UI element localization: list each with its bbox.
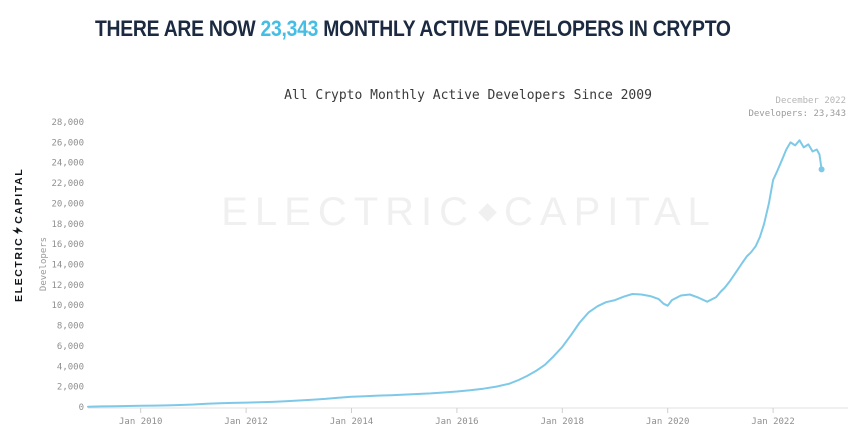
latest-value-dot <box>818 166 825 173</box>
y-tick-label: 24,000 <box>51 159 84 169</box>
headline-suffix: MONTHLY ACTIVE DEVELOPERS IN CRYPTO <box>318 16 731 41</box>
headline-prefix: THERE ARE NOW <box>95 16 261 41</box>
electric-capital-logo: ELECTRIC CAPITAL <box>12 168 26 302</box>
y-axis-title: Developers <box>39 237 49 291</box>
y-tick-label: 18,000 <box>51 220 84 230</box>
y-tick-label: 0 <box>79 403 84 413</box>
watermark-word-2: CAPITAL <box>504 190 717 234</box>
y-tick-label: 28,000 <box>51 118 84 128</box>
y-tick-label: 6,000 <box>57 342 84 352</box>
x-tick-label: Jan 2016 <box>435 417 478 427</box>
annotation-value: Developers: 23,343 <box>748 109 846 119</box>
y-tick-label: 10,000 <box>51 301 84 311</box>
x-tick-label: Jan 2010 <box>119 417 162 427</box>
x-tick-label: Jan 2012 <box>224 417 267 427</box>
x-tick-label: Jan 2018 <box>541 417 584 427</box>
annotation: December 2022 Developers: 23,343 <box>748 95 846 121</box>
brand-word-1: ELECTRIC <box>13 236 25 302</box>
developers-line-series <box>87 139 823 408</box>
headline-count: 23,343 <box>260 16 319 41</box>
y-tick-label: 16,000 <box>51 240 84 250</box>
lightning-bolt-icon <box>12 226 26 234</box>
watermark-word-1: ELECTRIC <box>221 190 476 234</box>
brand-word-2: CAPITAL <box>13 167 25 224</box>
annotation-date: December 2022 <box>775 96 846 106</box>
x-tick-label: Jan 2020 <box>646 417 689 427</box>
chart-title: All Crypto Monthly Active Developers Sin… <box>284 88 652 103</box>
y-tick-label: 2,000 <box>57 383 84 393</box>
y-tick-label: 8,000 <box>57 322 84 332</box>
x-tick-label: Jan 2022 <box>751 417 794 427</box>
watermark: ELECTRIC CAPITAL <box>88 190 850 235</box>
y-tick-label: 14,000 <box>51 261 84 271</box>
page-title: THERE ARE NOW 23,343 MONTHLY ACTIVE DEVE… <box>95 16 731 42</box>
y-tick-label: 12,000 <box>51 281 84 291</box>
x-tick-label: Jan 2014 <box>330 417 373 427</box>
y-tick-label: 4,000 <box>57 362 84 372</box>
y-tick-label: 22,000 <box>51 179 84 189</box>
y-tick-label: 26,000 <box>51 138 84 148</box>
y-tick-label: 20,000 <box>51 199 84 209</box>
